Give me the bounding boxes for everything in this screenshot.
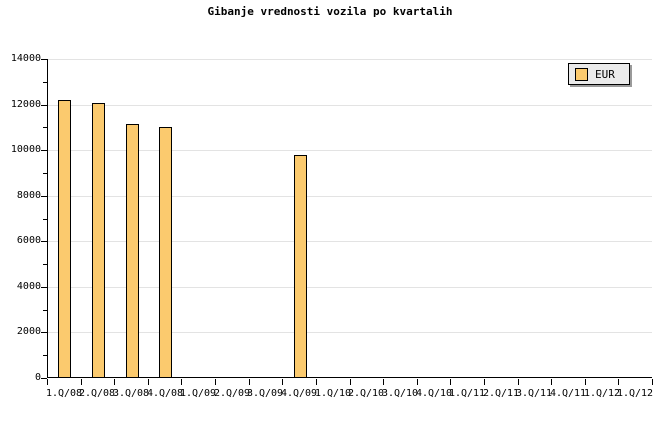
x-tick — [652, 379, 653, 385]
x-tick — [316, 379, 317, 385]
y-tick-major — [41, 196, 47, 197]
y-tick-minor — [43, 219, 47, 220]
x-axis-label: 3.Q/08 — [112, 388, 150, 399]
x-axis-label: 3.Q/10 — [381, 388, 419, 399]
gridline — [48, 286, 652, 288]
bar[interactable] — [294, 155, 307, 378]
y-tick-major — [41, 105, 47, 106]
y-tick-minor — [43, 127, 47, 128]
gridline — [48, 59, 652, 60]
y-axis-label: 12000 — [10, 99, 41, 110]
x-tick — [215, 379, 216, 385]
x-axis-label: 1.Q/12 — [583, 388, 621, 399]
y-tick-major — [41, 59, 47, 60]
x-axis-label: 3.Q/11 — [515, 388, 553, 399]
y-axis-label: 0 — [34, 372, 41, 383]
x-tick — [618, 379, 619, 385]
y-tick-minor — [43, 264, 47, 265]
x-axis-label: 1.Q/08 — [45, 388, 83, 399]
x-tick — [282, 379, 283, 385]
x-axis-label: 2.Q/11 — [482, 388, 520, 399]
x-tick — [114, 379, 115, 385]
x-axis-label: 4.Q/11 — [549, 388, 587, 399]
x-axis-label: 1.Q/11 — [448, 388, 486, 399]
y-tick-major — [41, 241, 47, 242]
gridline — [48, 104, 652, 106]
y-tick-major — [41, 287, 47, 288]
x-tick — [81, 379, 82, 385]
y-tick-minor — [43, 82, 47, 83]
x-axis-label: 1.Q/09 — [179, 388, 217, 399]
y-axis-label: 14000 — [10, 53, 41, 64]
x-tick — [551, 379, 552, 385]
bar[interactable] — [126, 124, 139, 378]
y-axis-label: 4000 — [16, 281, 41, 292]
y-axis-label: 6000 — [16, 235, 41, 246]
plot-area — [47, 59, 652, 378]
x-axis-label: 1.Q/10 — [314, 388, 352, 399]
x-axis-label: 4.Q/09 — [280, 388, 318, 399]
x-tick — [47, 379, 48, 385]
chart-legend[interactable]: EUR — [568, 63, 630, 85]
x-tick — [518, 379, 519, 385]
legend-swatch-eur — [575, 67, 588, 81]
x-axis-label: 2.Q/10 — [347, 388, 385, 399]
gridline — [48, 332, 652, 334]
y-tick-major — [41, 332, 47, 333]
x-tick — [148, 379, 149, 385]
y-axis-label: 8000 — [16, 190, 41, 201]
bar[interactable] — [92, 103, 105, 378]
gridline — [48, 195, 652, 197]
y-tick-minor — [43, 355, 47, 356]
gridline — [48, 241, 652, 243]
x-tick — [484, 379, 485, 385]
x-tick — [181, 379, 182, 385]
x-tick — [585, 379, 586, 385]
x-axis-label: 1.Q/12 — [616, 388, 654, 399]
x-tick — [249, 379, 250, 385]
x-axis-label: 4.Q/08 — [146, 388, 184, 399]
x-axis-label: 2.Q/09 — [213, 388, 251, 399]
chart-title: Gibanje vrednosti vozila po kvartalih — [207, 5, 453, 18]
y-tick-major — [41, 150, 47, 151]
x-tick — [383, 379, 384, 385]
y-tick-minor — [43, 173, 47, 174]
legend-label-eur: EUR — [595, 67, 615, 81]
y-axis-label: 10000 — [10, 144, 41, 155]
x-axis-label: 4.Q/10 — [415, 388, 453, 399]
x-axis-label: 3.Q/09 — [246, 388, 284, 399]
x-axis-label: 2.Q/08 — [78, 388, 116, 399]
gridline — [48, 150, 652, 152]
y-axis-label: 2000 — [16, 326, 41, 337]
bar[interactable] — [58, 100, 71, 378]
bar[interactable] — [159, 127, 172, 378]
x-tick — [450, 379, 451, 385]
y-tick-major — [41, 378, 47, 379]
x-tick — [350, 379, 351, 385]
x-tick — [417, 379, 418, 385]
y-tick-minor — [43, 310, 47, 311]
